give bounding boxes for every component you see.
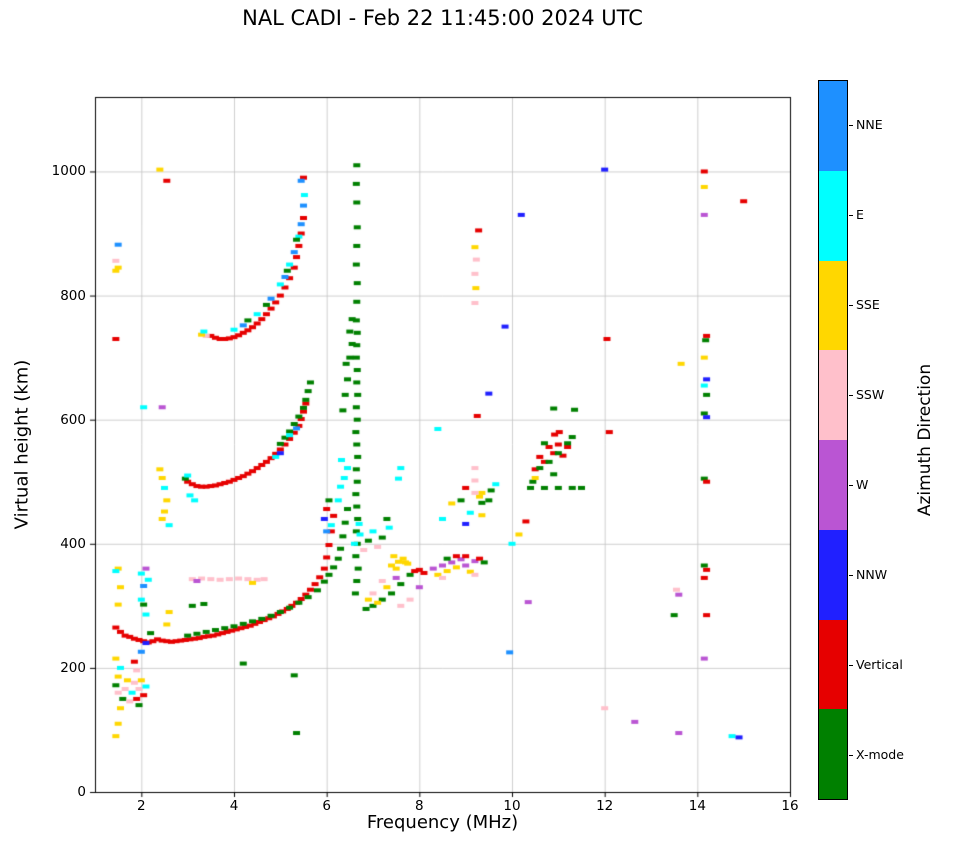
colorbar-block-ssw: [819, 350, 847, 440]
x-tick-label: 8: [415, 798, 424, 814]
x-tick-label: 4: [229, 798, 239, 814]
x-tick-label: 2: [137, 798, 146, 814]
colorbar-tick: [849, 395, 853, 396]
colorbar-axis-label: Azimuth Direction: [915, 363, 935, 517]
colorbar-tick: [849, 215, 853, 216]
colorbar-label-ssw: SSW: [856, 387, 885, 402]
colorbar-tick: [849, 485, 853, 486]
colorbar-block-x-mode: [819, 709, 847, 799]
colorbar-label-e: E: [856, 207, 864, 222]
colorbar-label-vertical: Vertical: [856, 657, 903, 672]
x-axis-label: Frequency (MHz): [366, 812, 519, 833]
y-tick-label: 400: [60, 535, 86, 552]
x-tick-label: 12: [596, 798, 614, 814]
colorbar-label-sse: SSE: [856, 297, 880, 312]
y-tick-label: 200: [60, 659, 86, 676]
colorbar: [818, 80, 848, 800]
colorbar-label-w: W: [856, 477, 869, 492]
colorbar-label-x-mode: X-mode: [856, 747, 904, 762]
colorbar-block-e: [819, 170, 847, 261]
y-tick-label: 800: [60, 287, 86, 304]
colorbar-tick: [849, 305, 853, 306]
colorbar-label-nne: NNE: [856, 117, 883, 132]
y-tick-label: 1000: [51, 163, 86, 180]
colorbar-tick: [849, 755, 853, 756]
y-axis-label: Virtual height (km): [11, 359, 33, 530]
x-tick-label: 6: [322, 798, 331, 814]
colorbar-label-nnw: NNW: [856, 567, 888, 582]
colorbar-block-nnw: [819, 529, 847, 620]
colorbar-block-vertical: [819, 619, 847, 710]
colorbar-tick: [849, 125, 853, 126]
x-tick-label: 10: [503, 798, 521, 814]
y-tick-label: 600: [60, 411, 86, 428]
colorbar-block-nne: [819, 81, 847, 171]
y-tick-label: 0: [77, 784, 86, 800]
colorbar-block-w: [819, 440, 847, 530]
x-tick-label: 16: [781, 798, 799, 814]
x-tick-label: 14: [688, 798, 706, 814]
colorbar-block-sse: [819, 260, 847, 351]
colorbar-tick: [849, 665, 853, 666]
colorbar-tick: [849, 575, 853, 576]
chart-title: NAL CADI - Feb 22 11:45:00 2024 UTC: [242, 6, 643, 30]
